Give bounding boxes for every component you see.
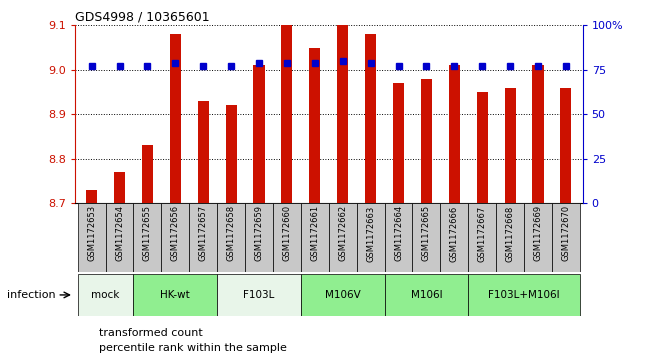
Text: GSM1172653: GSM1172653 [87,205,96,261]
Text: GSM1172669: GSM1172669 [534,205,542,261]
Text: GSM1172670: GSM1172670 [561,205,570,261]
Text: M106I: M106I [411,290,442,300]
Bar [133,274,217,316]
Bar [77,274,133,316]
Bar [385,274,468,316]
Bar [217,203,245,272]
Bar [198,101,209,203]
Text: percentile rank within the sample: percentile rank within the sample [99,343,287,353]
Bar [413,203,440,272]
Bar [524,203,552,272]
Text: GSM1172664: GSM1172664 [394,205,403,261]
Bar [468,203,496,272]
Bar [301,203,329,272]
Bar [245,203,273,272]
Text: GSM1172659: GSM1172659 [255,205,264,261]
Bar [142,146,153,203]
Text: GSM1172668: GSM1172668 [506,205,514,262]
Text: GSM1172656: GSM1172656 [171,205,180,261]
Text: GSM1172667: GSM1172667 [478,205,487,262]
Text: GSM1172666: GSM1172666 [450,205,459,262]
Bar [189,203,217,272]
Bar [393,83,404,203]
Text: GDS4998 / 10365601: GDS4998 / 10365601 [75,11,210,24]
Bar [337,25,348,203]
Text: transformed count: transformed count [99,328,202,338]
Bar [301,274,385,316]
Text: HK-wt: HK-wt [160,290,190,300]
Text: GSM1172663: GSM1172663 [366,205,375,262]
Bar [105,203,133,272]
Bar [114,172,125,203]
Bar [421,79,432,203]
Bar [440,203,468,272]
Bar [281,25,292,203]
Bar [161,203,189,272]
Bar [505,87,516,203]
Text: GSM1172660: GSM1172660 [283,205,292,261]
Bar [496,203,524,272]
Text: GSM1172658: GSM1172658 [227,205,236,261]
Bar [273,203,301,272]
Bar [133,203,161,272]
Bar [385,203,413,272]
Bar [217,274,301,316]
Bar [561,87,572,203]
Text: GSM1172662: GSM1172662 [339,205,347,261]
Text: GSM1172657: GSM1172657 [199,205,208,261]
Text: GSM1172654: GSM1172654 [115,205,124,261]
Text: GSM1172661: GSM1172661 [311,205,319,261]
Bar [309,48,320,203]
Bar [357,203,385,272]
Bar [477,92,488,203]
Text: GSM1172665: GSM1172665 [422,205,431,261]
Bar [365,34,376,203]
Bar [225,105,237,203]
Bar [449,65,460,203]
Text: mock: mock [91,290,120,300]
Bar [552,203,580,272]
Text: M106V: M106V [325,290,361,300]
Bar [468,274,580,316]
Bar [86,190,97,203]
Bar [329,203,357,272]
Text: GSM1172655: GSM1172655 [143,205,152,261]
Bar [170,34,181,203]
Text: F103L+M106I: F103L+M106I [488,290,560,300]
Bar [533,65,544,203]
Text: F103L: F103L [243,290,275,300]
Text: infection: infection [7,290,55,300]
Bar [77,203,105,272]
Bar [253,65,264,203]
